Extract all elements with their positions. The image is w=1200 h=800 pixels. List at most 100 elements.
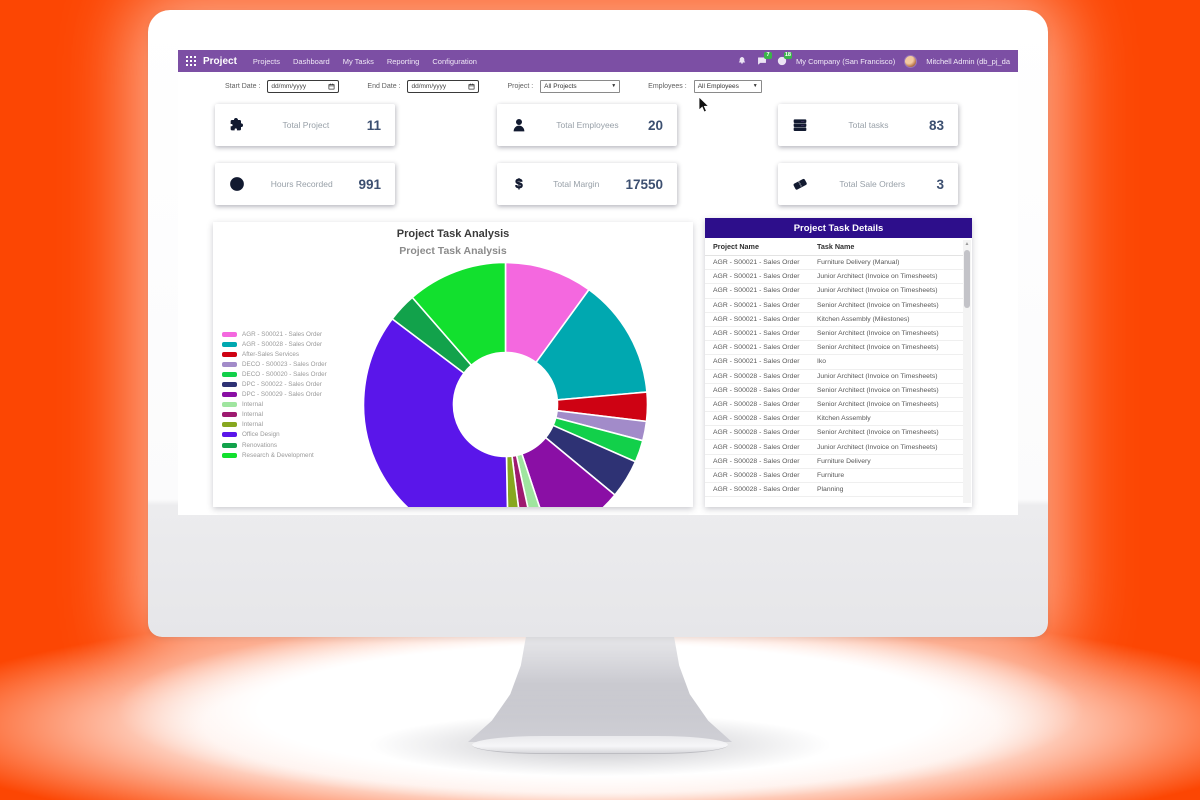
legend-item[interactable]: DECO - S00020 - Sales Order <box>222 369 327 379</box>
user-menu[interactable]: Mitchell Admin (db_pj_da <box>926 56 1010 66</box>
nav-item-my-tasks[interactable]: My Tasks <box>342 56 374 66</box>
column-header-task-name: Task Name <box>817 242 855 251</box>
legend-item[interactable]: Internal <box>222 410 327 420</box>
cell-task-name: Senior Architect (Invoice on Timesheets) <box>817 386 939 394</box>
cell-project-name: AGR - S00021 - Sales Order <box>713 344 800 352</box>
table-row[interactable]: AGR - S00021 - Sales Order Kitchen Assemb… <box>705 313 963 327</box>
legend-item[interactable]: Internal <box>222 400 327 410</box>
kpi-value: 17550 <box>625 176 663 192</box>
filter-bar: Start Date : dd/mm/yyyy End Date : dd/mm… <box>225 78 762 94</box>
cell-project-name: AGR - S00021 - Sales Order <box>713 315 800 323</box>
start-date-input[interactable]: dd/mm/yyyy <box>267 79 340 93</box>
chevron-down-icon: ▼ <box>752 83 758 89</box>
user-avatar[interactable] <box>904 54 918 68</box>
legend-item[interactable]: DECO - S00023 - Sales Order <box>222 359 327 369</box>
scroll-up-icon[interactable]: ▲ <box>964 241 970 247</box>
pie-segment-agr-s00028-sales-order-1[interactable] <box>535 288 648 401</box>
table-row[interactable]: AGR - S00021 - Sales Order Junior Archite… <box>705 270 963 285</box>
legend-item[interactable]: Internal <box>222 420 327 430</box>
legend-item[interactable]: After-Sales Services <box>222 349 327 359</box>
messages-icon[interactable]: 7 <box>756 51 772 67</box>
kpi-value: 11 <box>366 117 381 133</box>
user-icon <box>511 117 527 133</box>
table-row[interactable]: AGR - S00028 - Sales Order Senior Archite… <box>705 426 963 441</box>
activities-icon[interactable]: 18 <box>776 51 792 67</box>
project-select[interactable]: All Projects ▼ <box>540 79 621 93</box>
table-row[interactable]: AGR - S00028 - Sales Order Planning <box>705 483 963 498</box>
kpi-total-tasks[interactable]: Total tasks 83 <box>778 104 958 146</box>
calendar-icon <box>468 83 475 89</box>
kpi-total-margin[interactable]: $ Total Margin 17550 <box>497 163 677 205</box>
table-row[interactable]: AGR - S00028 - Sales Order Senior Archite… <box>705 398 963 413</box>
employees-select[interactable]: All Employees ▼ <box>693 79 762 93</box>
legend-label: AGR - S00021 - Sales Order <box>242 330 323 338</box>
cell-project-name: AGR - S00028 - Sales Order <box>713 486 800 494</box>
legend-label: DECO - S00020 - Sales Order <box>242 370 327 378</box>
end-date-input[interactable]: dd/mm/yyyy <box>407 79 480 93</box>
cell-project-name: AGR - S00021 - Sales Order <box>713 287 800 295</box>
legend-swatch <box>222 341 237 347</box>
table-row[interactable]: AGR - S00021 - Sales Order Furniture Deli… <box>705 256 963 271</box>
kpi-hours-recorded[interactable]: Hours Recorded 991 <box>215 163 395 205</box>
nav-item-reporting[interactable]: Reporting <box>386 56 420 66</box>
pie-segment-dpc-s00029-sales-order-6[interactable] <box>521 436 616 507</box>
table-row[interactable]: AGR - S00021 - Sales Order Senior Archite… <box>705 341 963 356</box>
legend-item[interactable]: DPC - S00022 - Sales Order <box>222 379 327 389</box>
legend-label: After-Sales Services <box>242 350 300 358</box>
legend-swatch <box>222 351 237 357</box>
legend-label: DPC - S00029 - Sales Order <box>242 391 322 399</box>
apps-grid-icon[interactable] <box>186 56 196 66</box>
chart-legend: AGR - S00021 - Sales Order AGR - S00028 -… <box>222 329 327 460</box>
ticket-icon <box>792 176 808 192</box>
bell-icon[interactable] <box>736 56 747 67</box>
pie-segment-office-design-10[interactable] <box>362 318 509 507</box>
kpi-label: Total tasks <box>848 120 889 130</box>
company-switcher[interactable]: My Company (San Francisco) <box>796 56 896 66</box>
scrollbar-thumb[interactable] <box>964 250 970 308</box>
table-scrollbar[interactable]: ▲ <box>963 240 971 503</box>
kpi-total-employees[interactable]: Total Employees 20 <box>497 104 677 146</box>
legend-item[interactable]: Office Design <box>222 430 327 440</box>
legend-label: DECO - S00023 - Sales Order <box>242 360 327 368</box>
legend-item[interactable]: DPC - S00029 - Sales Order <box>222 390 327 400</box>
table-row[interactable]: AGR - S00021 - Sales Order Senior Archite… <box>705 327 963 342</box>
table-row[interactable]: AGR - S00028 - Sales Order Junior Archite… <box>705 370 963 384</box>
table-row[interactable]: AGR - S00028 - Sales Order Furniture Deli… <box>705 455 963 469</box>
kpi-total-sale-orders[interactable]: Total Sale Orders 3 <box>778 163 958 205</box>
table-row[interactable]: AGR - S00028 - Sales Order Junior Archite… <box>705 440 963 455</box>
cell-task-name: Furniture <box>817 471 845 479</box>
main-menu: Projects Dashboard My Tasks Reporting Config… <box>253 57 477 66</box>
kpi-total-project[interactable]: Total Project 11 <box>215 104 395 146</box>
app-title[interactable]: Project <box>203 55 237 67</box>
legend-label: Research & Development <box>242 451 314 459</box>
table-row[interactable]: AGR - S00021 - Sales Order Junior Archite… <box>705 284 963 299</box>
start-date-label: Start Date : <box>225 82 261 90</box>
legend-item[interactable]: Renovations <box>222 440 327 450</box>
pie-segment-research-development-12[interactable] <box>411 261 507 367</box>
nav-item-dashboard[interactable]: Dashboard <box>293 56 330 66</box>
table-row[interactable]: AGR - S00028 - Sales Order Senior Archite… <box>705 384 963 398</box>
table-row[interactable]: AGR - S00021 - Sales Order Iko <box>705 355 963 370</box>
legend-item[interactable]: AGR - S00021 - Sales Order <box>222 329 327 339</box>
cell-task-name: Junior Architect (Invoice on Timesheets) <box>817 273 938 281</box>
chart-title: Project Task Analysis <box>399 245 507 257</box>
cell-task-name: Senior Architect (Invoice on Timesheets) <box>817 301 939 309</box>
table-row[interactable]: AGR - S00028 - Sales Order Kitchen Assemb… <box>705 412 963 427</box>
nav-item-configuration[interactable]: Configuration <box>432 56 477 66</box>
legend-label: Renovations <box>242 441 278 449</box>
legend-item[interactable]: AGR - S00028 - Sales Order <box>222 339 327 349</box>
cell-task-name: Senior Architect (Invoice on Timesheets) <box>817 400 939 408</box>
kpi-value: 991 <box>358 176 381 192</box>
nav-item-projects[interactable]: Projects <box>252 56 280 66</box>
table-row[interactable]: AGR - S00028 - Sales Order Furniture <box>705 469 963 483</box>
legend-item[interactable]: Research & Development <box>222 450 327 460</box>
cell-task-name: Junior Architect (Invoice on Timesheets) <box>817 443 938 451</box>
table-row[interactable]: AGR - S00021 - Sales Order Senior Archite… <box>705 299 963 313</box>
cell-task-name: Furniture Delivery (Manual) <box>817 259 900 267</box>
cell-task-name: Kitchen Assembly <box>817 415 871 423</box>
kpi-label: Total Project <box>282 120 330 130</box>
tasks-icon <box>792 117 808 133</box>
cell-task-name: Junior Architect (Invoice on Timesheets) <box>817 372 938 380</box>
cell-task-name: Iko <box>817 358 827 366</box>
kpi-label: Hours Recorded <box>270 179 333 189</box>
